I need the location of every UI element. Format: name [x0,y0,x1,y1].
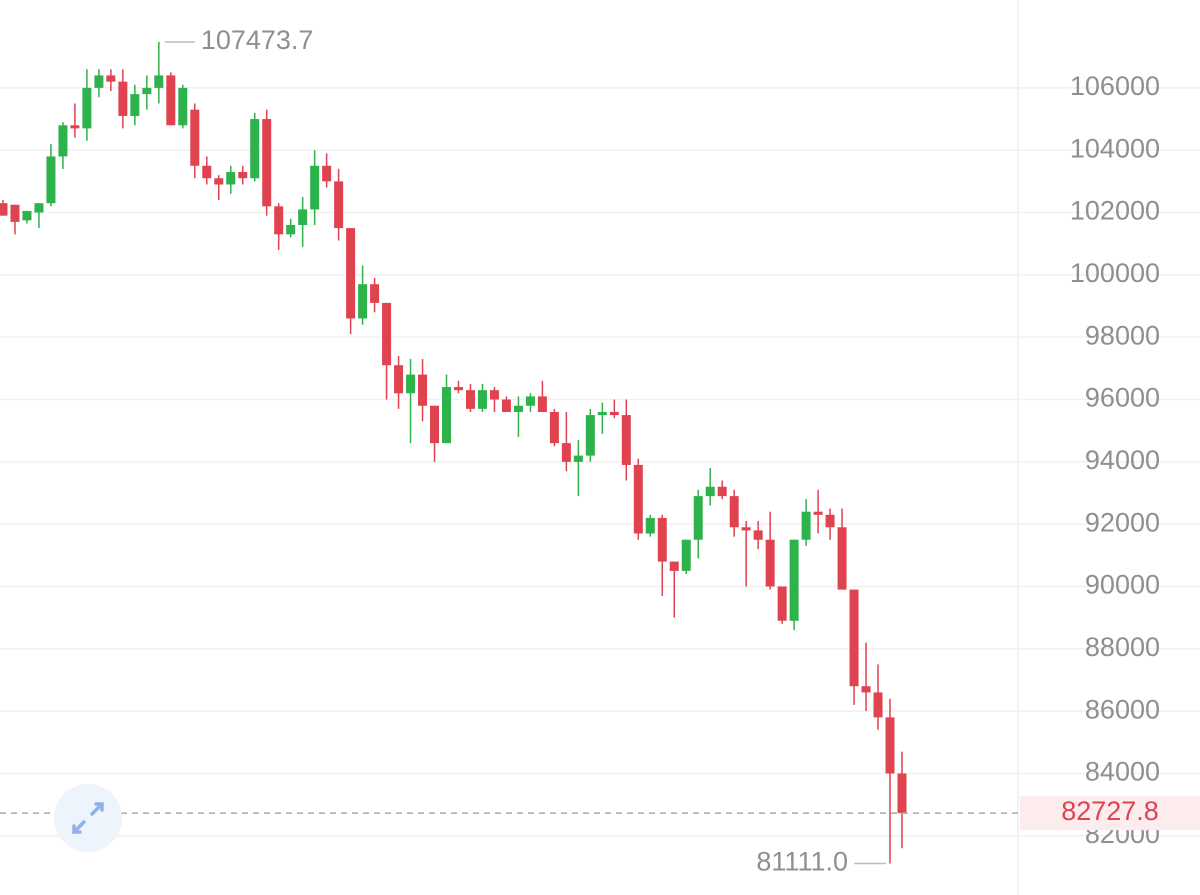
candle-body [34,203,44,213]
candle-body [106,75,116,82]
candle-body [537,396,547,412]
candle-body [382,302,392,366]
candle-body [178,87,188,126]
y-tick-label: 88000 [1085,632,1160,662]
candle-body [310,165,320,210]
candle-body [657,517,667,562]
candle-body [262,119,272,207]
candle-body [465,390,475,409]
high-label: 107473.7 [201,25,314,55]
candle-body [513,405,523,412]
candle-body [298,209,308,225]
candle-body [334,181,344,229]
candle-body [717,486,727,497]
candle-body [813,511,823,515]
candle-body [214,178,224,185]
candle-body [585,415,595,456]
candle-body [394,365,404,394]
candle-body [489,390,499,400]
candle-body [286,224,296,235]
y-tick-label: 90000 [1085,570,1160,600]
low-label: 81111.0 [756,847,848,877]
candle-body [693,496,703,540]
candle-body [22,210,32,221]
y-tick-label: 94000 [1085,445,1160,475]
candle-body [202,165,212,179]
candle-body [94,75,104,88]
candle-body [418,374,428,406]
candle-body [681,539,691,571]
candle-body [166,75,176,126]
y-tick-label: 106000 [1070,71,1160,101]
candle-body [82,87,92,129]
y-tick-label: 102000 [1070,196,1160,226]
y-tick-label: 96000 [1085,383,1160,413]
candle-body [801,511,811,540]
y-tick-label: 104000 [1070,133,1160,163]
candle-body [430,405,440,444]
candle-body [226,172,236,185]
candle-body [142,87,152,95]
candle-body [58,125,68,157]
candle-body [597,411,607,416]
candle-body [777,586,787,621]
candle-body [274,206,284,235]
candle-body [549,411,559,444]
candle-body [322,165,332,182]
candle-body [669,561,679,571]
candle-body [406,374,416,394]
candle-body [837,527,847,590]
candle-body [46,156,56,204]
candle-body [477,390,487,409]
candle-body [70,125,80,129]
candle-body [525,396,535,406]
last-price-tag [1020,796,1200,831]
candle-body [118,81,128,116]
zoom-bg [54,784,122,852]
candle-body [873,692,883,718]
candle-body [250,119,260,179]
y-tick-label: 98000 [1085,320,1160,350]
y-tick-label: 92000 [1085,507,1160,537]
candle-body [789,539,799,621]
last-price-label: 82727.8 [1061,796,1159,826]
candle-body [825,514,835,528]
candle-body [442,387,452,444]
candle-body [765,539,775,587]
candle-body [573,455,583,462]
candle-body [358,284,368,319]
candle-body [10,204,20,222]
candle-body [729,496,739,528]
candle-body [561,443,571,462]
y-tick-label: 100000 [1070,258,1160,288]
candle-body [130,94,140,116]
candle-body [885,717,895,774]
candle-body [849,589,859,687]
candle-body [501,399,511,412]
candle-body [897,773,907,814]
candle-body [238,172,248,179]
candle-body [621,415,631,465]
zoom-icon [72,802,104,834]
candle-body [861,686,871,693]
candle-body [453,387,463,391]
candle-body [741,527,751,531]
candle-body [0,203,8,216]
candle-body [645,517,655,534]
candle-body [753,530,763,540]
zoom-button[interactable] [54,784,122,852]
candle-body [190,109,200,166]
y-tick-label: 86000 [1085,694,1160,724]
y-tick-label: 84000 [1085,757,1160,787]
candle-body [370,284,380,303]
candle-body [346,228,356,319]
candle-body [705,486,715,497]
candle-body [633,464,643,534]
candle-body [154,75,164,88]
candle-body [609,411,619,416]
